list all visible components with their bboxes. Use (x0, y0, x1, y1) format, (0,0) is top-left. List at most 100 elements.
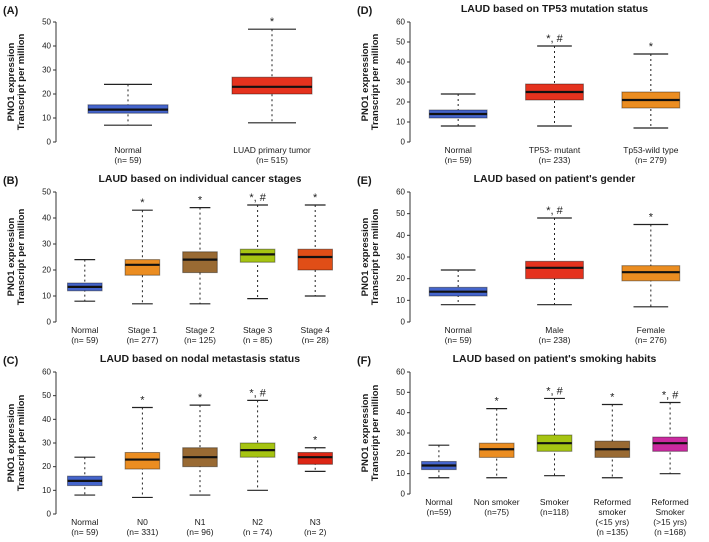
y-tick-label: 50 (42, 391, 51, 400)
x-axis-group-label: (n= 59) (445, 155, 472, 165)
significance-annotation: * (313, 192, 318, 204)
y-tick-label: 50 (396, 209, 405, 218)
y-tick-label: 0 (47, 510, 52, 519)
x-axis-group-label: (<15 yrs) (595, 517, 629, 527)
y-tick-label: 40 (396, 58, 405, 67)
significance-annotation: * (495, 396, 500, 408)
y-axis-label: PNO1 expression (6, 42, 17, 121)
box (297, 248, 333, 271)
y-axis-label: Transcript per million (370, 209, 381, 306)
x-axis-group-label: (n= 96) (186, 527, 213, 537)
y-tick-label: 40 (396, 408, 405, 417)
chart-title: LAUD based on individual cancer stages (98, 173, 301, 185)
x-axis-group-label: TP53- mutant (529, 145, 581, 155)
y-tick-label: 10 (396, 118, 405, 127)
x-axis-group-label: Reformed (594, 497, 632, 507)
x-axis-group-label: (n= 238) (539, 335, 571, 345)
y-tick-label: 40 (396, 231, 405, 240)
y-tick-label: 10 (396, 469, 405, 478)
boxplot-svg: (D) LAUD based on TP53 mutation status PNO… (357, 3, 681, 165)
y-tick-label: 20 (42, 266, 51, 275)
x-axis-group-label: (n=75) (484, 507, 509, 517)
x-axis-group-label: Stage 3 (243, 325, 273, 335)
y-tick-label: 50 (396, 388, 405, 397)
x-axis-group-label: (n= 279) (635, 155, 667, 165)
y-tick-label: 10 (42, 486, 51, 495)
box (239, 248, 276, 263)
x-axis-group-label: (n= 2) (304, 527, 327, 537)
y-tick-label: 20 (396, 274, 405, 283)
significance-annotation: * (649, 212, 654, 224)
significance-annotation: * (198, 195, 203, 207)
x-axis-group-label: (n= 125) (184, 335, 216, 345)
significance-annotation: * (140, 197, 145, 209)
x-axis-group-label: (n=59) (426, 507, 451, 517)
chart-title: LAUD based on patient's gender (474, 173, 636, 185)
y-tick-label: 0 (401, 138, 406, 147)
x-axis-group-label: (n= 59) (71, 527, 98, 537)
significance-annotation: * (649, 41, 654, 53)
panel-letter: (F) (357, 355, 371, 367)
chart-title: LAUD based on patient's smoking habits (453, 353, 657, 365)
box (231, 76, 313, 95)
y-tick-label: 50 (396, 38, 405, 47)
significance-annotation: *, # (546, 385, 563, 397)
x-axis-group-label: Non smoker (474, 497, 520, 507)
y-axis-label: PNO1 expression (6, 403, 17, 482)
y-tick-label: 20 (42, 462, 51, 471)
x-axis-group-label: Male (545, 325, 564, 335)
y-axis-label: PNO1 expression (6, 217, 17, 296)
box (124, 451, 161, 470)
y-tick-label: 20 (396, 98, 405, 107)
x-axis-group-label: Normal (71, 517, 99, 527)
significance-annotation: *, # (546, 33, 563, 45)
y-axis-label: Transcript per million (16, 209, 27, 306)
panel-c-nodal-metastasis: (C) LAUD based on nodal metastasis status… (0, 350, 354, 542)
y-tick-label: 60 (396, 188, 405, 197)
y-tick-label: 40 (42, 415, 51, 424)
significance-annotation: * (140, 395, 145, 407)
y-tick-label: 40 (42, 42, 51, 51)
y-tick-label: 60 (396, 18, 405, 27)
x-axis-group-label: (n= 276) (635, 335, 667, 345)
x-axis-group-label: Normal (444, 145, 472, 155)
y-tick-label: 10 (42, 292, 51, 301)
y-tick-label: 10 (42, 114, 51, 123)
x-axis-group-label: (n= 59) (114, 155, 141, 165)
x-axis-group-label: (n = 85) (243, 335, 273, 345)
x-axis-group-label: Stage 1 (128, 325, 158, 335)
y-tick-label: 50 (42, 188, 51, 197)
x-axis-group-label: LUAD primary tumor (233, 145, 311, 155)
significance-annotation: *, # (249, 387, 266, 399)
x-axis-group-label: N2 (252, 517, 263, 527)
x-axis-group-label: (n = 74) (243, 527, 273, 537)
x-axis-group-label: (n= 233) (539, 155, 571, 165)
x-axis-group-label: N0 (137, 517, 148, 527)
y-axis-label: Transcript per million (16, 395, 27, 492)
boxplot-svg: (A) PNO1 expression Transcript per million… (3, 5, 313, 165)
panel-f-smoking-habits: (F) LAUD based on patient's smoking habit… (354, 350, 709, 542)
x-axis-group-label: Normal (71, 325, 99, 335)
significance-annotation: * (270, 16, 275, 28)
y-axis-label: PNO1 expression (360, 42, 371, 121)
x-axis-group-label: (n= 277) (126, 335, 158, 345)
y-axis-label: Transcript per million (370, 34, 381, 131)
y-tick-label: 20 (42, 90, 51, 99)
y-tick-label: 60 (396, 368, 405, 377)
panel-a-normal-vs-tumor: (A) PNO1 expression Transcript per million… (0, 0, 354, 170)
box (182, 251, 218, 274)
box (124, 259, 161, 276)
panel-letter: (E) (357, 175, 372, 187)
panel-b-cancer-stages: (B) LAUD based on individual cancer stage… (0, 170, 354, 350)
box (297, 451, 333, 465)
boxplot-svg: (C) LAUD based on nodal metastasis status… (3, 353, 333, 537)
panel-letter: (D) (357, 5, 373, 17)
x-axis-group-label: N3 (310, 517, 321, 527)
x-axis-group-label: Stage 2 (185, 325, 215, 335)
x-axis-group-label: (n =168) (654, 527, 686, 537)
x-axis-group-label: N1 (195, 517, 206, 527)
x-axis-group-label: (n= 59) (445, 335, 472, 345)
y-tick-label: 0 (401, 318, 406, 327)
y-axis-label: Transcript per million (370, 385, 381, 482)
